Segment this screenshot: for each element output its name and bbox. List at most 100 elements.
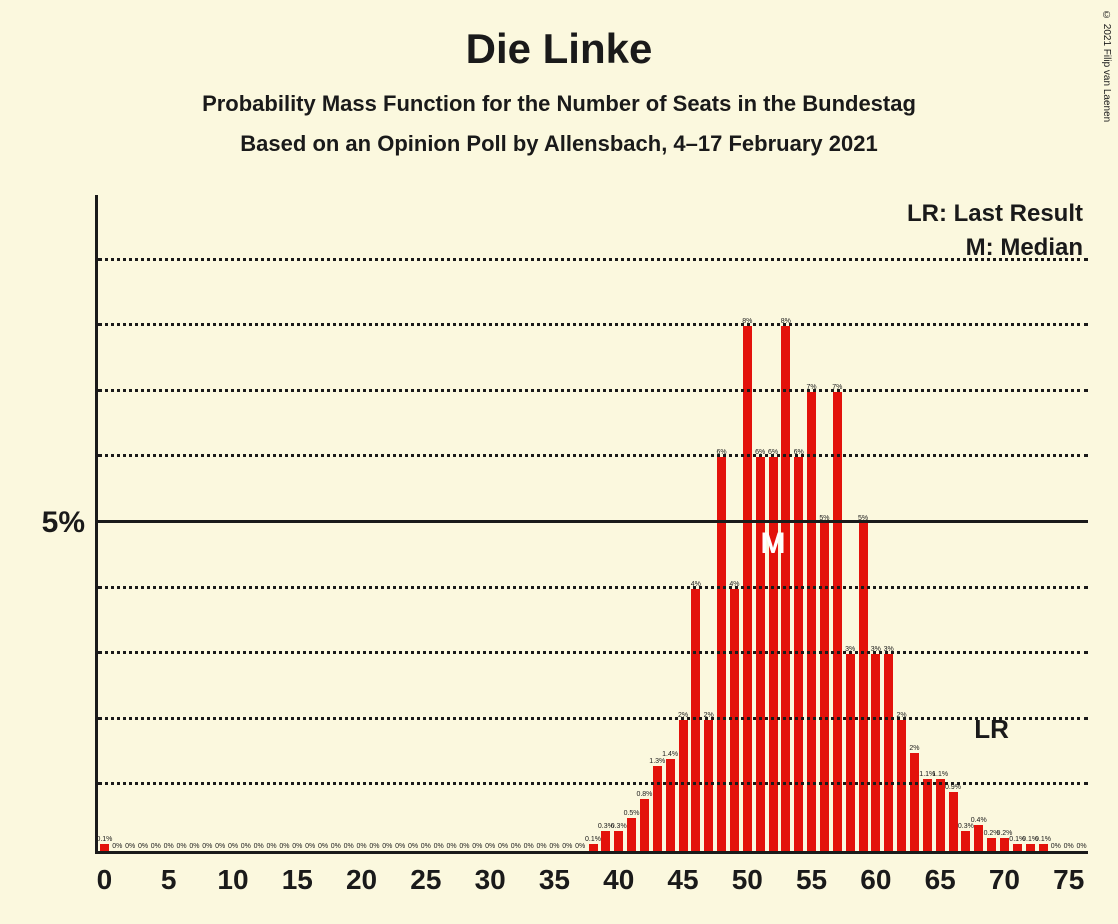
chart-subtitle-1: Probability Mass Function for the Number… — [40, 91, 1078, 117]
bar-value-label: 0% — [537, 843, 547, 850]
bar-value-label: 0.3% — [611, 823, 627, 830]
bar-value-label: 0% — [241, 843, 251, 850]
bar-value-label: 0% — [408, 843, 418, 850]
bar: 3% — [846, 654, 855, 851]
x-tick-label: 45 — [667, 864, 698, 896]
chart-title: Die Linke — [40, 25, 1078, 73]
y-tick-label: 5% — [42, 506, 85, 540]
x-tick-label: 50 — [732, 864, 763, 896]
x-tick-label: 5 — [161, 864, 177, 896]
bar-value-label: 0% — [498, 843, 508, 850]
gridline — [98, 389, 1088, 392]
chart-area: LR: Last Result M: Median 0.1%0%0%0%0%0%… — [95, 195, 1088, 854]
bar-value-label: 0% — [189, 843, 199, 850]
bar-value-label: 0% — [369, 843, 379, 850]
bar-value-label: 1.1% — [932, 771, 948, 778]
bar-value-label: 0% — [395, 843, 405, 850]
bar: 3% — [871, 654, 880, 851]
bar: 2% — [910, 753, 919, 851]
bar: 2% — [679, 720, 688, 851]
bar: 6% — [794, 457, 803, 851]
bar-value-label: 0% — [549, 843, 559, 850]
bar: 0.5% — [627, 818, 636, 851]
bar: 5% — [820, 523, 829, 851]
x-tick-label: 35 — [539, 864, 570, 896]
x-tick-label: 75 — [1053, 864, 1084, 896]
bar-value-label: 2% — [909, 745, 919, 752]
bar: 0.4% — [974, 825, 983, 851]
bar-value-label: 0% — [472, 843, 482, 850]
x-tick-label: 10 — [217, 864, 248, 896]
x-tick-label: 55 — [796, 864, 827, 896]
bar-value-label: 0% — [215, 843, 225, 850]
bar: 0.8% — [640, 799, 649, 851]
x-axis — [95, 851, 1088, 854]
bar-value-label: 0% — [1077, 843, 1087, 850]
bar: 5% — [859, 523, 868, 851]
bar: 6% — [717, 457, 726, 851]
gridline — [98, 520, 1088, 523]
bar-value-label: 0% — [177, 843, 187, 850]
bar-value-label: 0.1% — [585, 836, 601, 843]
copyright-text: © 2021 Filip van Laenen — [1101, 10, 1112, 122]
bar-value-label: 0.3% — [958, 823, 974, 830]
bar: 0.1% — [100, 844, 109, 851]
bar-value-label: 0.5% — [624, 810, 640, 817]
bar-value-label: 0% — [305, 843, 315, 850]
x-tick-label: 60 — [860, 864, 891, 896]
bar-value-label: 0% — [562, 843, 572, 850]
bar: 2% — [897, 720, 906, 851]
bar-value-label: 0% — [344, 843, 354, 850]
bar-value-label: 0% — [1051, 843, 1061, 850]
bar-value-label: 0% — [151, 843, 161, 850]
x-tick-label: 40 — [603, 864, 634, 896]
bar-value-label: 0% — [164, 843, 174, 850]
bar-value-label: 0% — [112, 843, 122, 850]
bar: 0.3% — [601, 831, 610, 851]
x-tick-label: 65 — [925, 864, 956, 896]
last-result-marker: LR — [974, 714, 1009, 745]
bar-value-label: 0% — [125, 843, 135, 850]
gridline — [98, 323, 1088, 326]
gridline — [98, 782, 1088, 785]
bar: 0.9% — [949, 792, 958, 851]
bar-value-label: 0% — [524, 843, 534, 850]
x-tick-label: 30 — [475, 864, 506, 896]
gridline — [98, 586, 1088, 589]
bar-value-label: 0% — [228, 843, 238, 850]
bar: 6% — [756, 457, 765, 851]
bar: 1.3% — [653, 766, 662, 851]
bar-value-label: 0% — [1064, 843, 1074, 850]
bar-value-label: 1.4% — [662, 751, 678, 758]
bar: 0.2% — [987, 838, 996, 851]
bar: 2% — [704, 720, 713, 851]
bar: 1.1% — [923, 779, 932, 851]
bar: 0.1% — [1039, 844, 1048, 851]
bar: 1.1% — [936, 779, 945, 851]
bar: 0.1% — [589, 844, 598, 851]
bar: 0.1% — [1026, 844, 1035, 851]
gridline — [98, 258, 1088, 261]
bar-value-label: 0% — [575, 843, 585, 850]
x-tick-label: 25 — [410, 864, 441, 896]
x-tick-label: 15 — [282, 864, 313, 896]
bar-value-label: 0% — [459, 843, 469, 850]
bar-value-label: 0% — [421, 843, 431, 850]
x-tick-label: 70 — [989, 864, 1020, 896]
bar-value-label: 0% — [279, 843, 289, 850]
gridline — [98, 454, 1088, 457]
bar-value-label: 1.3% — [649, 758, 665, 765]
chart-subtitle-2: Based on an Opinion Poll by Allensbach, … — [40, 131, 1078, 157]
bar: 0.3% — [614, 831, 623, 851]
x-tick-label: 20 — [346, 864, 377, 896]
bar: 0.1% — [1013, 844, 1022, 851]
bar: 0.3% — [961, 831, 970, 851]
bar-value-label: 0% — [485, 843, 495, 850]
bar-value-label: 0% — [267, 843, 277, 850]
bar-value-label: 0% — [202, 843, 212, 850]
bar: 6% — [769, 457, 778, 851]
bar-value-label: 0% — [357, 843, 367, 850]
bar-value-label: 0% — [382, 843, 392, 850]
bar-value-label: 0.1% — [96, 836, 112, 843]
bar-value-label: 0% — [318, 843, 328, 850]
